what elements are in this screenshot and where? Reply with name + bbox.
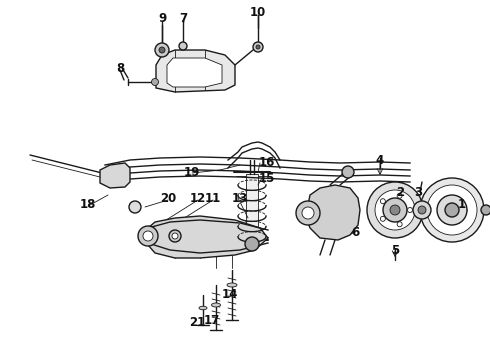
- Polygon shape: [167, 58, 222, 87]
- Ellipse shape: [212, 303, 220, 307]
- Text: 11: 11: [205, 192, 221, 204]
- Circle shape: [397, 222, 402, 227]
- Circle shape: [151, 78, 158, 85]
- Circle shape: [302, 207, 314, 219]
- Circle shape: [413, 201, 431, 219]
- Circle shape: [245, 237, 259, 251]
- Circle shape: [179, 42, 187, 50]
- Circle shape: [172, 233, 178, 239]
- FancyBboxPatch shape: [246, 174, 258, 240]
- Text: 10: 10: [250, 5, 266, 18]
- Circle shape: [169, 230, 181, 242]
- Text: 6: 6: [351, 225, 359, 238]
- Circle shape: [342, 166, 354, 178]
- Circle shape: [397, 193, 402, 198]
- Circle shape: [420, 178, 484, 242]
- Text: 8: 8: [116, 62, 124, 75]
- Text: 18: 18: [80, 198, 96, 211]
- Text: 9: 9: [158, 12, 166, 24]
- Circle shape: [296, 201, 320, 225]
- Text: 21: 21: [189, 315, 205, 328]
- Ellipse shape: [199, 306, 207, 310]
- Text: 12: 12: [190, 192, 206, 204]
- Circle shape: [383, 198, 407, 222]
- Circle shape: [367, 182, 423, 238]
- Circle shape: [138, 226, 158, 246]
- Circle shape: [437, 195, 467, 225]
- Circle shape: [155, 43, 169, 57]
- Circle shape: [256, 45, 260, 49]
- Text: 13: 13: [232, 192, 248, 204]
- Text: 4: 4: [376, 153, 384, 166]
- Text: 16: 16: [259, 157, 275, 170]
- Text: 20: 20: [160, 192, 176, 204]
- Circle shape: [143, 231, 153, 241]
- Text: 2: 2: [396, 185, 404, 198]
- Circle shape: [408, 207, 413, 212]
- Circle shape: [375, 190, 415, 230]
- Text: 3: 3: [414, 185, 422, 198]
- Circle shape: [380, 199, 385, 204]
- Circle shape: [481, 205, 490, 215]
- Text: 7: 7: [179, 12, 187, 24]
- Text: 17: 17: [204, 314, 220, 327]
- Circle shape: [159, 47, 165, 53]
- Ellipse shape: [227, 283, 237, 287]
- Text: 5: 5: [391, 243, 399, 256]
- Circle shape: [129, 201, 141, 213]
- Polygon shape: [156, 50, 235, 92]
- Polygon shape: [305, 185, 360, 240]
- Circle shape: [380, 216, 385, 221]
- Circle shape: [445, 203, 459, 217]
- Text: 15: 15: [259, 171, 275, 184]
- Text: 14: 14: [222, 288, 238, 302]
- Polygon shape: [148, 216, 268, 258]
- Circle shape: [427, 185, 477, 235]
- Circle shape: [253, 42, 263, 52]
- Circle shape: [418, 206, 426, 214]
- Circle shape: [390, 205, 400, 215]
- Text: 19: 19: [184, 166, 200, 180]
- Text: 1: 1: [458, 198, 466, 211]
- Polygon shape: [100, 163, 130, 188]
